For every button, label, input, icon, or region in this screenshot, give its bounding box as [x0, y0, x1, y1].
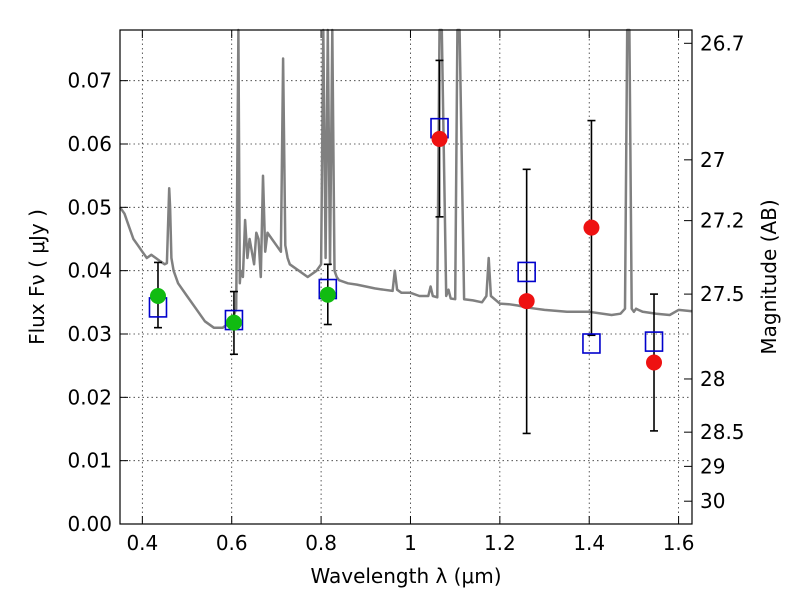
errorbar-layer [153, 59, 659, 435]
x-axis-label: Wavelength λ (μm) [310, 564, 501, 588]
right-tick-label: 28 [700, 367, 725, 391]
y-tick-label: 0.03 [67, 322, 112, 346]
spectrum-line [118, 28, 693, 329]
right-tick-label: 27 [700, 148, 725, 172]
detection-point [431, 130, 448, 147]
ticks [120, 30, 692, 525]
plot-frame [119, 29, 693, 525]
grid [120, 30, 692, 524]
right-tick-label: 29 [700, 454, 725, 478]
detection-point [583, 219, 600, 236]
model-photometry-square [644, 331, 664, 352]
model-photometry-square [582, 333, 601, 354]
spectrum-layer [118, 28, 693, 329]
detection-point [225, 314, 242, 331]
right-tick-label: 27.5 [700, 282, 745, 306]
right-tick-label: 30 [700, 489, 725, 513]
model-photometry-layer [148, 117, 664, 354]
right-axis-label: Magnitude (AB) [757, 199, 781, 354]
x-tick-label: 0.8 [305, 531, 337, 555]
y-tick-label: 0.01 [67, 449, 112, 473]
y-tick-label: 0.04 [67, 259, 112, 283]
tick-labels: 0.4 0.6 0.8 1 1.2 1.4 1.6 0.00 0.01 0.02 0.03 0.04 0… [67, 31, 744, 555]
x-tick-label: 1.4 [573, 531, 605, 555]
y-axis-label: Flux Fν ( μJy ) [25, 209, 49, 345]
y-tick-label: 0.07 [67, 69, 112, 93]
y-tick-label: 0.05 [67, 195, 112, 219]
detection-point [149, 288, 166, 304]
x-tick-label: 0.6 [216, 531, 248, 555]
right-tick-label: 28.5 [700, 420, 745, 444]
model-photometry-square [517, 261, 536, 283]
detections-layer [149, 130, 663, 371]
detection-point [646, 354, 663, 371]
x-tick-label: 1.6 [663, 531, 695, 555]
x-tick-label: 1 [404, 531, 417, 555]
right-tick-label: 26.7 [700, 31, 745, 55]
y-tick-label: 0.00 [67, 512, 112, 536]
x-tick-label: 1.2 [484, 531, 516, 555]
detection-point [518, 293, 535, 310]
x-tick-label: 0.4 [126, 531, 158, 555]
detection-point [319, 286, 336, 303]
y-tick-label: 0.06 [67, 132, 112, 156]
y-tick-label: 0.02 [67, 385, 112, 409]
right-tick-label: 27.2 [700, 209, 745, 233]
